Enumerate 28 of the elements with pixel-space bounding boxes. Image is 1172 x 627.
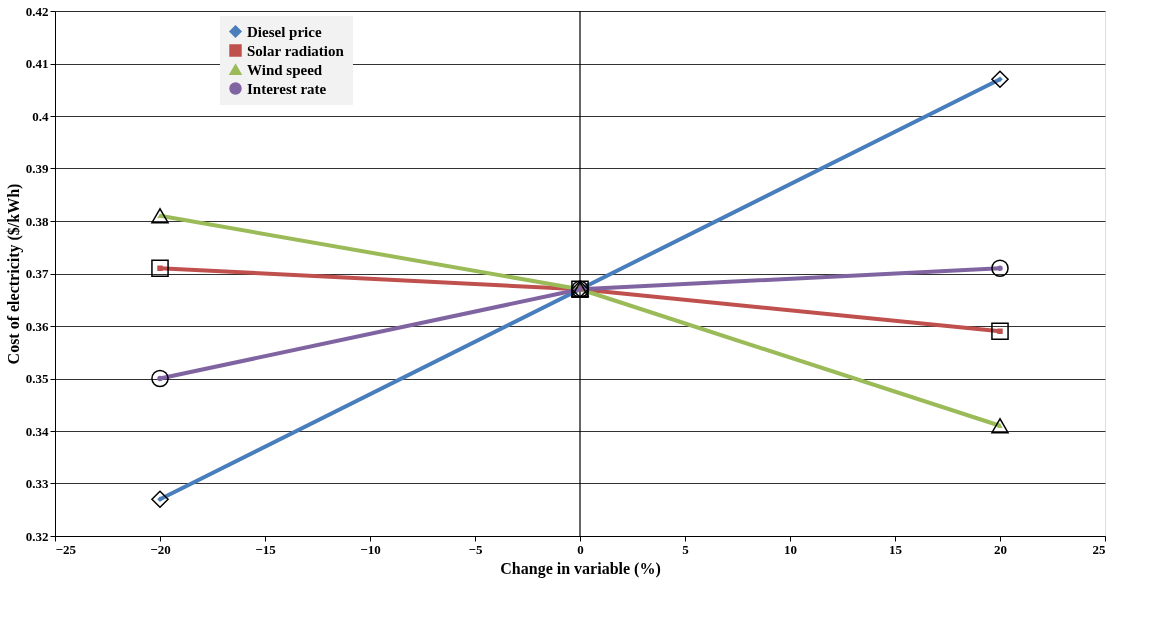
legend-label: Solar radiation <box>247 42 345 59</box>
x-tick-label: 20 <box>994 541 1007 557</box>
legend-label: Wind speed <box>247 61 323 78</box>
legend-label: Diesel price <box>247 23 322 40</box>
y-tick-label: 0.41 <box>25 56 49 71</box>
x-tick-label: 15 <box>889 541 903 557</box>
y-axis-title: Cost of electricity ($/kWh) <box>4 183 23 365</box>
x-tick-label: −20 <box>150 541 171 557</box>
x-tick-label: −25 <box>55 541 77 557</box>
x-tick-label: −10 <box>360 541 381 557</box>
y-tick-label: 0.34 <box>25 423 49 439</box>
x-axis-title: Change in variable (%) <box>500 559 661 578</box>
y-tick-label: 0.32 <box>25 528 49 544</box>
y-tick-label: 0.39 <box>25 161 49 176</box>
x-tick-label: 5 <box>682 541 690 557</box>
y-tick-label: 0.37 <box>25 266 49 281</box>
x-tick-label: −5 <box>468 541 483 557</box>
y-tick-label: 0.42 <box>25 3 49 19</box>
y-tick-label: 0.36 <box>25 318 49 334</box>
y-tick-label: 0.33 <box>25 476 49 491</box>
x-tick-label: 0 <box>577 541 584 557</box>
y-tick-label: 0.4 <box>32 108 49 124</box>
y-tick-label: 0.38 <box>25 213 49 229</box>
x-tick-label: 25 <box>1092 541 1106 557</box>
x-tick-label: 10 <box>784 541 797 557</box>
y-tick-label: 0.35 <box>25 371 49 386</box>
legend-label: Interest rate <box>247 80 327 97</box>
x-tick-label: −15 <box>255 541 277 557</box>
